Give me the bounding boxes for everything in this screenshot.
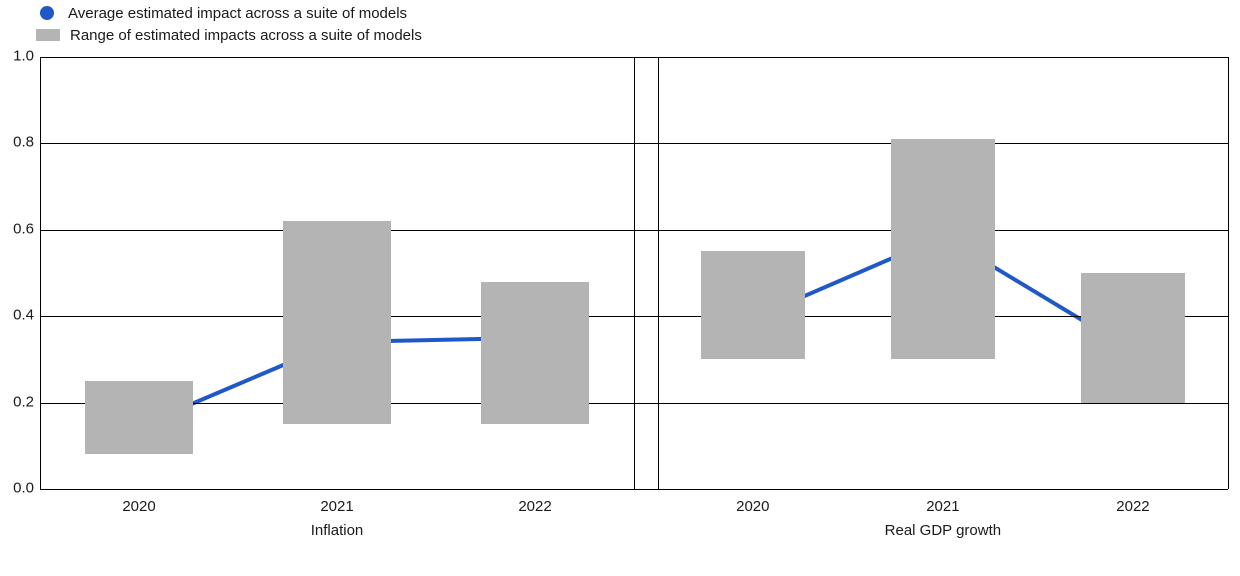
range-bar — [891, 139, 996, 359]
x-tick-label: 2021 — [320, 498, 353, 515]
y-tick-label: 0.6 — [0, 220, 34, 237]
range-bar — [1081, 273, 1186, 403]
legend-item-average: Average estimated impact across a suite … — [40, 2, 422, 24]
panel-border — [634, 57, 635, 489]
plot-area — [40, 56, 1228, 489]
panel-border — [1228, 57, 1229, 489]
legend-label: Range of estimated impacts across a suit… — [70, 27, 422, 44]
panel-border — [40, 57, 41, 489]
panel-border — [658, 57, 659, 489]
y-tick-label: 1.0 — [0, 48, 34, 65]
x-tick-label: 2022 — [518, 498, 551, 515]
y-tick-label: 0.0 — [0, 480, 34, 497]
legend: Average estimated impact across a suite … — [40, 2, 422, 46]
x-tick-label: 2020 — [122, 498, 155, 515]
gridline — [40, 489, 1228, 490]
chart-root: Average estimated impact across a suite … — [0, 0, 1240, 576]
x-tick-label: 2021 — [926, 498, 959, 515]
legend-item-range: Range of estimated impacts across a suit… — [40, 24, 422, 46]
y-tick-label: 0.4 — [0, 307, 34, 324]
legend-label: Average estimated impact across a suite … — [68, 5, 407, 22]
x-tick-label: 2020 — [736, 498, 769, 515]
range-bar — [85, 381, 194, 454]
range-bar — [481, 282, 590, 425]
range-bar — [701, 251, 806, 359]
panel-title: Inflation — [311, 522, 364, 539]
range-bar — [283, 221, 392, 424]
panel-title: Real GDP growth — [885, 522, 1001, 539]
circle-marker-icon — [40, 6, 54, 20]
y-tick-label: 0.8 — [0, 134, 34, 151]
y-tick-label: 0.2 — [0, 393, 34, 410]
x-tick-label: 2022 — [1116, 498, 1149, 515]
bar-swatch-icon — [36, 29, 60, 41]
